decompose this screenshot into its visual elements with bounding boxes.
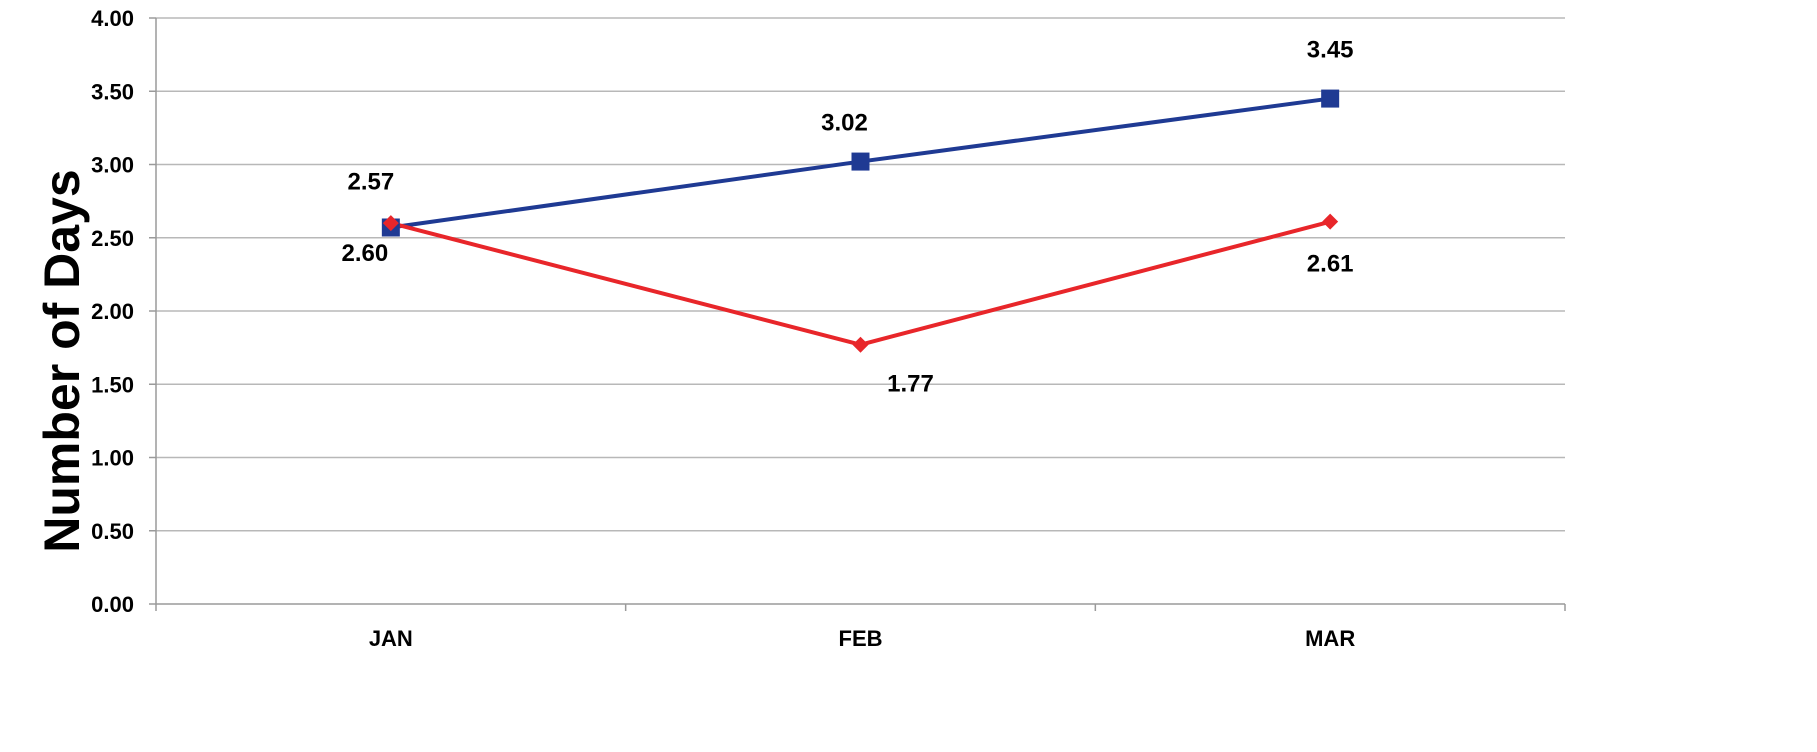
data-point-square bbox=[1321, 89, 1340, 108]
data-point-diamond bbox=[382, 215, 399, 232]
data-point-diamond bbox=[1322, 213, 1339, 230]
series-markers bbox=[381, 89, 1340, 353]
data-label: 2.57 bbox=[347, 168, 394, 195]
y-tick-label: 2.00 bbox=[91, 299, 134, 324]
x-tick-label: FEB bbox=[839, 626, 883, 651]
data-point-diamond bbox=[852, 336, 869, 353]
data-label: 2.60 bbox=[341, 240, 388, 267]
x-tick-label: JAN bbox=[369, 626, 413, 651]
data-labels: 2.57 3.02 3.45 2.60 1.77 2.61 bbox=[341, 37, 1353, 398]
gridlines bbox=[156, 17, 1565, 532]
y-tick-label: 0.00 bbox=[91, 592, 134, 617]
y-tick-label: 0.50 bbox=[91, 519, 134, 544]
y-tick-label: 2.50 bbox=[91, 226, 134, 251]
series-line bbox=[390, 219, 1331, 347]
x-tick-label: MAR bbox=[1305, 626, 1355, 651]
y-tick-label: 1.00 bbox=[91, 446, 134, 471]
data-label: 3.45 bbox=[1307, 37, 1354, 64]
y-tick-label: 4.00 bbox=[91, 6, 134, 31]
y-tick-label: 1.50 bbox=[91, 372, 134, 397]
y-tick-label: 3.50 bbox=[91, 79, 134, 104]
data-point-square bbox=[851, 152, 870, 171]
data-label: 3.02 bbox=[821, 110, 868, 137]
data-label: 2.61 bbox=[1307, 251, 1354, 278]
data-label: 1.77 bbox=[887, 371, 934, 398]
axes bbox=[149, 17, 1566, 611]
tick-labels: 0.00 0.50 1.00 1.50 2.00 2.50 3.00 3.50 4.00 JAN F… bbox=[91, 6, 1355, 651]
y-tick-label: 3.00 bbox=[91, 153, 134, 178]
